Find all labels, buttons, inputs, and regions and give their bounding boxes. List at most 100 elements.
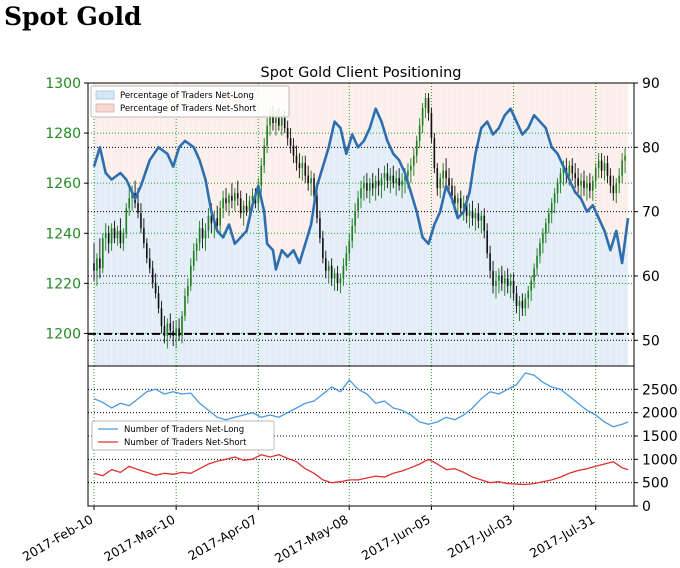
candle-body [603,163,606,171]
left-tick-label: 1220 [45,276,81,292]
top-legend: Percentage of Traders Net-Long Percentag… [90,85,290,118]
candle-body [451,185,453,196]
candle-body [363,183,365,189]
x-tick-label: 2017-Jun-05 [359,512,433,563]
bottom-right-tick-label: 2500 [642,382,678,398]
candle-body [231,195,233,201]
candle-body [222,198,224,209]
candle-body [351,225,354,241]
candle-body [404,175,406,181]
candle-body [527,290,530,299]
candle-body [524,298,527,309]
candle-body [536,255,538,269]
net-long-area [94,108,628,366]
candle-body [357,198,359,211]
candle-body [498,275,500,281]
candle-body [509,280,512,286]
candle-body [172,330,175,336]
candle-body [471,210,474,219]
candle-body [269,115,271,126]
candle-body [122,233,125,244]
x-tick-label: 2017-Mar-10 [101,512,177,565]
candle-body [286,128,289,139]
candle-body [521,300,524,309]
candle-body [606,163,609,176]
candle-body [492,270,494,286]
candle-body [465,203,468,216]
legend-label-net-long: Percentage of Traders Net-Long [120,91,254,101]
candle-body [275,118,277,124]
candle-body [307,175,309,184]
candle-body [151,268,154,284]
candle-body [556,183,559,194]
legend-swatch-net-long [95,90,115,100]
bottom-legend-box [91,420,275,451]
left-axis-ticks: 1200 1220 1240 1260 1280 1300 [45,76,88,342]
right-tick-label: 90 [642,76,660,92]
candle-body [204,230,207,239]
candle-body [545,223,547,234]
candle-body [448,178,450,186]
candle-body [157,293,160,309]
candle-body [489,253,491,271]
candle-body [322,238,324,259]
candle-body [501,275,503,284]
right-tick-label: 70 [642,205,660,221]
candle-body [283,118,286,129]
candle-body [310,178,312,184]
candle-body [550,203,553,214]
candle-body [354,210,356,226]
candle-body [190,265,192,286]
candle-body [433,138,436,169]
candle-body [333,273,336,279]
candle-body [415,140,418,156]
candle-body [181,315,183,336]
candle-body [234,193,236,201]
x-tick-label: 2017-May-08 [272,512,351,566]
candle-body [128,198,131,209]
candle-body [169,323,172,331]
bottom-right-tick-label: 0 [642,499,651,515]
net-short-area [94,83,628,270]
left-tick-label: 1260 [45,176,81,192]
candle-body [263,145,265,166]
bottom-legend: Number of Traders Net-Long Number of Tra… [91,420,275,451]
candle-body [101,238,104,269]
right-axis-ticks-top: 50 60 70 80 90 [634,76,660,349]
candle-body [383,173,386,179]
candle-body [154,283,157,294]
candle-body [495,280,497,286]
legend-swatch-net-short [95,103,115,113]
candle-body [547,213,550,224]
pct-line-layer [92,107,630,271]
candle-body [486,230,488,254]
right-tick-label: 60 [642,269,660,285]
candle-body [280,118,283,126]
candle-body [518,300,521,306]
candle-body [380,178,383,186]
candle-body [594,168,597,181]
candle-body [462,203,465,209]
candle-body [292,145,295,156]
candle-body [459,198,462,209]
candle-body [568,165,571,176]
candle-body [339,278,342,284]
candle-body [457,198,459,204]
traders-net-short-line [93,454,629,486]
candle-body [424,98,427,109]
candle-body [225,198,227,204]
left-tick-label: 1200 [45,326,81,342]
candle-body [119,230,122,244]
candle-body [316,195,318,219]
candle-body [559,173,562,184]
right-axis-ticks-bottom: 0 500 1000 1500 2000 2500 [634,382,678,515]
candle-body [110,228,113,244]
bottom-right-tick-label: 1000 [642,452,678,468]
x-tick-label: 2017-Jul-31 [527,512,597,561]
candle-body [624,155,626,161]
candle-body [574,173,576,179]
candle-body [195,243,198,251]
candle-body [621,160,623,176]
candle-body [192,250,195,266]
